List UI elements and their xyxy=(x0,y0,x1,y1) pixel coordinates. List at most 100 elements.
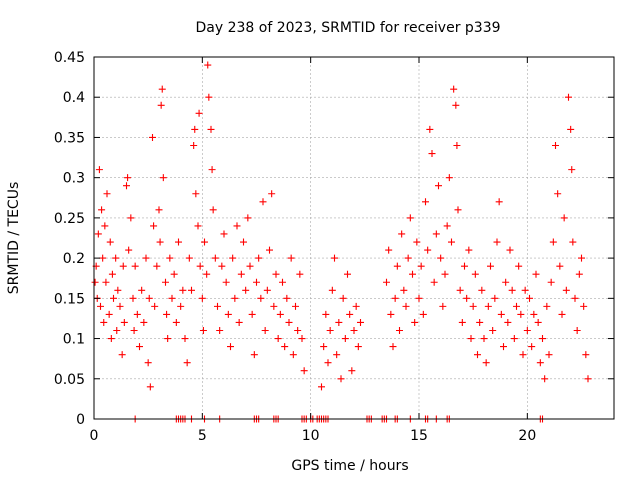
data-point xyxy=(105,310,113,318)
data-point xyxy=(220,230,228,238)
data-point xyxy=(439,302,447,310)
y-tick-label: 0.2 xyxy=(63,251,85,267)
data-point xyxy=(218,262,226,270)
data-point xyxy=(266,246,273,254)
data-point xyxy=(575,270,583,278)
data-point xyxy=(424,246,432,254)
data-point xyxy=(521,286,529,294)
data-point xyxy=(346,310,354,318)
data-point xyxy=(157,101,165,109)
data-point xyxy=(506,246,514,254)
data-point xyxy=(108,270,116,278)
data-point xyxy=(541,375,549,383)
data-point xyxy=(389,343,397,351)
data-point xyxy=(493,238,501,246)
data-point xyxy=(443,222,451,230)
y-tick-label: 0.05 xyxy=(54,372,85,388)
data-point xyxy=(432,230,440,238)
data-point xyxy=(131,262,139,270)
data-point xyxy=(519,351,527,359)
data-point xyxy=(191,125,199,133)
data-point xyxy=(188,286,195,294)
data-point xyxy=(504,318,512,326)
data-point xyxy=(164,335,172,343)
data-point xyxy=(285,318,293,326)
data-point xyxy=(235,318,243,326)
data-point xyxy=(554,190,562,198)
data-point xyxy=(406,214,414,222)
data-point xyxy=(129,294,137,302)
data-point xyxy=(552,141,559,149)
y-tick-label: 0 xyxy=(76,412,85,428)
data-point xyxy=(341,335,349,343)
data-point xyxy=(98,206,106,214)
data-point xyxy=(456,286,464,294)
data-point xyxy=(530,310,538,318)
data-point xyxy=(491,294,499,302)
data-point xyxy=(350,327,358,335)
data-point xyxy=(569,238,577,246)
data-point xyxy=(142,254,150,262)
x-tick-label: 10 xyxy=(302,428,320,444)
scatter-points xyxy=(91,61,592,423)
data-point xyxy=(281,343,289,351)
data-point xyxy=(163,310,171,318)
data-point xyxy=(539,335,546,343)
data-point xyxy=(158,85,166,93)
data-point xyxy=(426,125,434,133)
data-point xyxy=(415,294,423,302)
data-point xyxy=(547,278,555,286)
data-point xyxy=(144,359,152,367)
data-point xyxy=(130,327,138,335)
data-point xyxy=(205,93,213,101)
data-point xyxy=(578,254,585,262)
data-point xyxy=(216,327,224,335)
data-point xyxy=(454,206,462,214)
data-point xyxy=(118,351,126,359)
axis-ticks: 0 0.05 0.1 0.15 0.2 0.25 0.3 0.35 0.4 0.45 0 5 10 15 2… xyxy=(54,50,614,444)
data-point xyxy=(276,310,284,318)
data-point xyxy=(168,294,176,302)
data-point xyxy=(95,166,103,174)
data-point xyxy=(549,238,557,246)
data-point xyxy=(474,351,481,359)
chart-title: Day 238 of 2023, SRMTID for receiver p33… xyxy=(195,20,500,36)
data-point xyxy=(119,262,127,270)
data-point xyxy=(175,238,182,246)
data-point xyxy=(292,302,299,310)
data-point xyxy=(484,302,492,310)
data-point xyxy=(289,351,297,359)
data-point xyxy=(584,375,592,383)
data-point xyxy=(133,310,141,318)
data-point xyxy=(513,302,520,310)
data-point xyxy=(558,310,566,318)
data-point xyxy=(536,359,544,367)
data-point xyxy=(478,286,486,294)
data-point xyxy=(400,286,408,294)
data-point xyxy=(127,214,135,222)
data-point xyxy=(565,93,572,101)
data-point xyxy=(567,125,575,133)
data-point xyxy=(110,294,117,302)
data-point xyxy=(283,294,291,302)
data-point xyxy=(526,294,533,302)
data-point xyxy=(237,270,245,278)
data-point xyxy=(337,375,345,383)
data-point xyxy=(149,133,156,141)
data-point xyxy=(250,351,258,359)
data-point xyxy=(162,278,169,286)
data-point xyxy=(124,174,132,182)
data-point xyxy=(103,190,111,198)
data-point xyxy=(125,246,133,254)
data-point xyxy=(324,359,332,367)
data-point xyxy=(240,238,247,246)
data-point xyxy=(150,222,158,230)
data-point xyxy=(523,327,531,335)
data-point xyxy=(279,278,286,286)
data-point xyxy=(422,198,429,206)
data-point xyxy=(233,222,241,230)
data-point xyxy=(489,327,497,335)
data-point xyxy=(229,254,237,262)
data-point xyxy=(543,302,551,310)
data-point xyxy=(263,286,271,294)
